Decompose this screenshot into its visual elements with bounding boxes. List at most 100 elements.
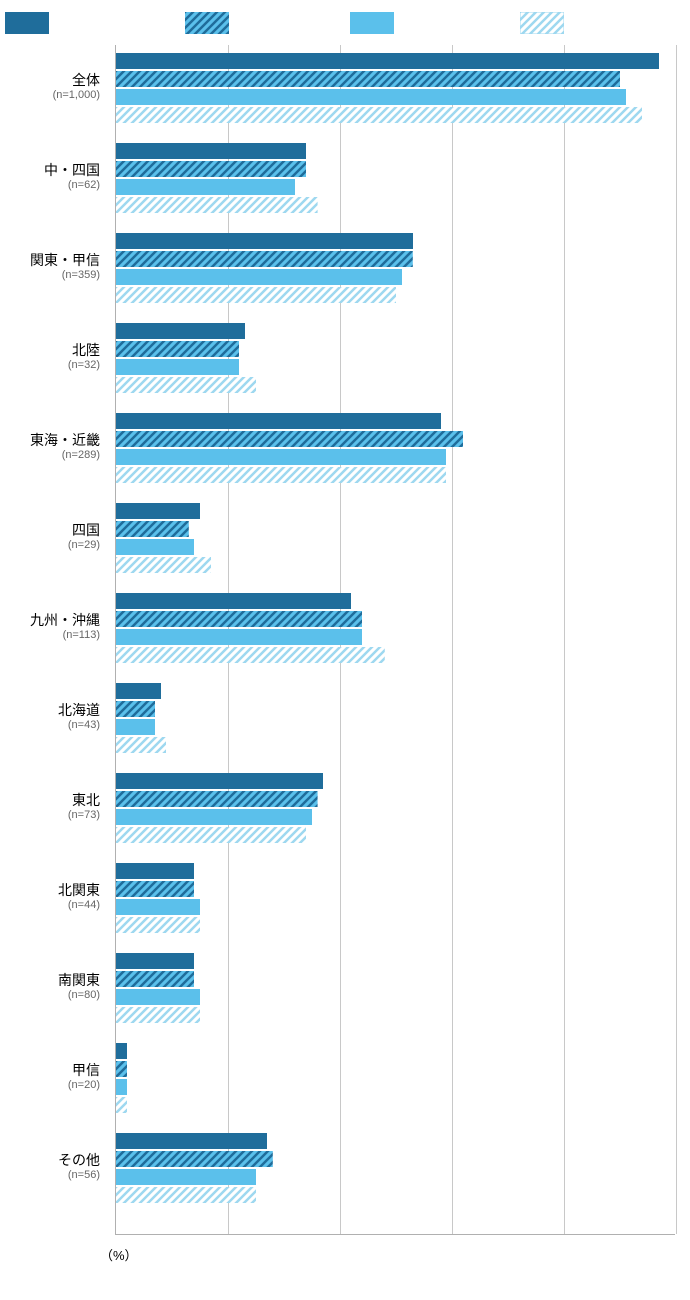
bar (116, 107, 642, 123)
bar (116, 1151, 273, 1167)
category-label-main: 北関東 (58, 882, 100, 899)
bar (116, 341, 239, 357)
legend-swatch (350, 12, 394, 34)
bar (116, 1133, 267, 1149)
bar (116, 143, 306, 159)
category-label-main: 甲信 (68, 1062, 100, 1079)
category-label-main: 北陸 (68, 342, 100, 359)
category-label-main: 関東・甲信 (30, 252, 100, 269)
y-axis-category-label: 四国(n=29) (68, 522, 100, 552)
bar (116, 467, 446, 483)
bar (116, 899, 200, 915)
category-label-sub: (n=289) (30, 449, 100, 462)
y-axis-category-label: 東海・近畿(n=289) (30, 432, 100, 462)
bar (116, 611, 362, 627)
legend-item (520, 12, 570, 34)
bar (116, 1097, 127, 1113)
bar (116, 791, 318, 807)
category-label-sub: (n=44) (58, 899, 100, 912)
x-axis-label: （%） (100, 1245, 138, 1264)
bar (116, 431, 463, 447)
bar (116, 881, 194, 897)
bar (116, 917, 200, 933)
gridline (676, 45, 677, 1234)
legend (0, 8, 690, 38)
bar (116, 71, 620, 87)
y-axis-category-label: その他(n=56) (58, 1152, 100, 1182)
y-axis-category-label: 北海道(n=43) (58, 702, 100, 732)
category-label-main: 北海道 (58, 702, 100, 719)
bar (116, 989, 200, 1005)
y-axis-category-label: 東北(n=73) (68, 792, 100, 822)
bar (116, 971, 194, 987)
bar (116, 1061, 127, 1077)
category-label-sub: (n=73) (68, 809, 100, 822)
y-axis-category-label: 九州・沖縄(n=113) (30, 612, 100, 642)
bar (116, 269, 402, 285)
category-label-main: 東北 (68, 792, 100, 809)
bar (116, 323, 245, 339)
bar (116, 701, 155, 717)
y-axis-category-label: 甲信(n=20) (68, 1062, 100, 1092)
category-label-sub: (n=80) (58, 989, 100, 1002)
y-axis-category-label: 北陸(n=32) (68, 342, 100, 372)
legend-item (185, 12, 235, 34)
category-label-sub: (n=43) (58, 719, 100, 732)
category-label-sub: (n=56) (58, 1169, 100, 1182)
bar (116, 953, 194, 969)
gridline (564, 45, 565, 1234)
bar (116, 1043, 127, 1059)
bar (116, 683, 161, 699)
category-label-main: その他 (58, 1152, 100, 1169)
category-label-main: 中・四国 (44, 162, 100, 179)
bar (116, 629, 362, 645)
legend-swatch (185, 12, 229, 34)
y-axis-category-label: 中・四国(n=62) (44, 162, 100, 192)
bar (116, 827, 306, 843)
legend-swatch (5, 12, 49, 34)
category-label-sub: (n=20) (68, 1079, 100, 1092)
legend-item (350, 12, 400, 34)
bar (116, 377, 256, 393)
bar (116, 1169, 256, 1185)
category-label-sub: (n=62) (44, 179, 100, 192)
y-axis-labels: 全体(n=1,000)中・四国(n=62)関東・甲信(n=359)北陸(n=32… (0, 45, 108, 1235)
bar (116, 197, 318, 213)
bar (116, 737, 166, 753)
bar (116, 53, 659, 69)
category-label-sub: (n=29) (68, 539, 100, 552)
bar (116, 179, 295, 195)
bar (116, 539, 194, 555)
bar (116, 161, 306, 177)
bar (116, 521, 189, 537)
legend-item (5, 12, 55, 34)
bar (116, 719, 155, 735)
bar (116, 449, 446, 465)
bar (116, 809, 312, 825)
bar (116, 593, 351, 609)
bar (116, 359, 239, 375)
bar (116, 1187, 256, 1203)
legend-swatch (520, 12, 564, 34)
plot-area (115, 45, 675, 1235)
bar (116, 89, 626, 105)
bar (116, 503, 200, 519)
category-label-main: 九州・沖縄 (30, 612, 100, 629)
bar (116, 773, 323, 789)
category-label-sub: (n=32) (68, 359, 100, 372)
category-label-sub: (n=113) (30, 629, 100, 642)
bar (116, 557, 211, 573)
bar (116, 413, 441, 429)
category-label-main: 南関東 (58, 972, 100, 989)
category-label-main: 全体 (53, 72, 100, 89)
y-axis-category-label: 関東・甲信(n=359) (30, 252, 100, 282)
category-label-sub: (n=359) (30, 269, 100, 282)
bar (116, 1079, 127, 1095)
bar (116, 647, 385, 663)
bar (116, 863, 194, 879)
gridline (452, 45, 453, 1234)
chart: 全体(n=1,000)中・四国(n=62)関東・甲信(n=359)北陸(n=32… (0, 0, 690, 1300)
category-label-main: 四国 (68, 522, 100, 539)
bar (116, 1007, 200, 1023)
category-label-main: 東海・近畿 (30, 432, 100, 449)
